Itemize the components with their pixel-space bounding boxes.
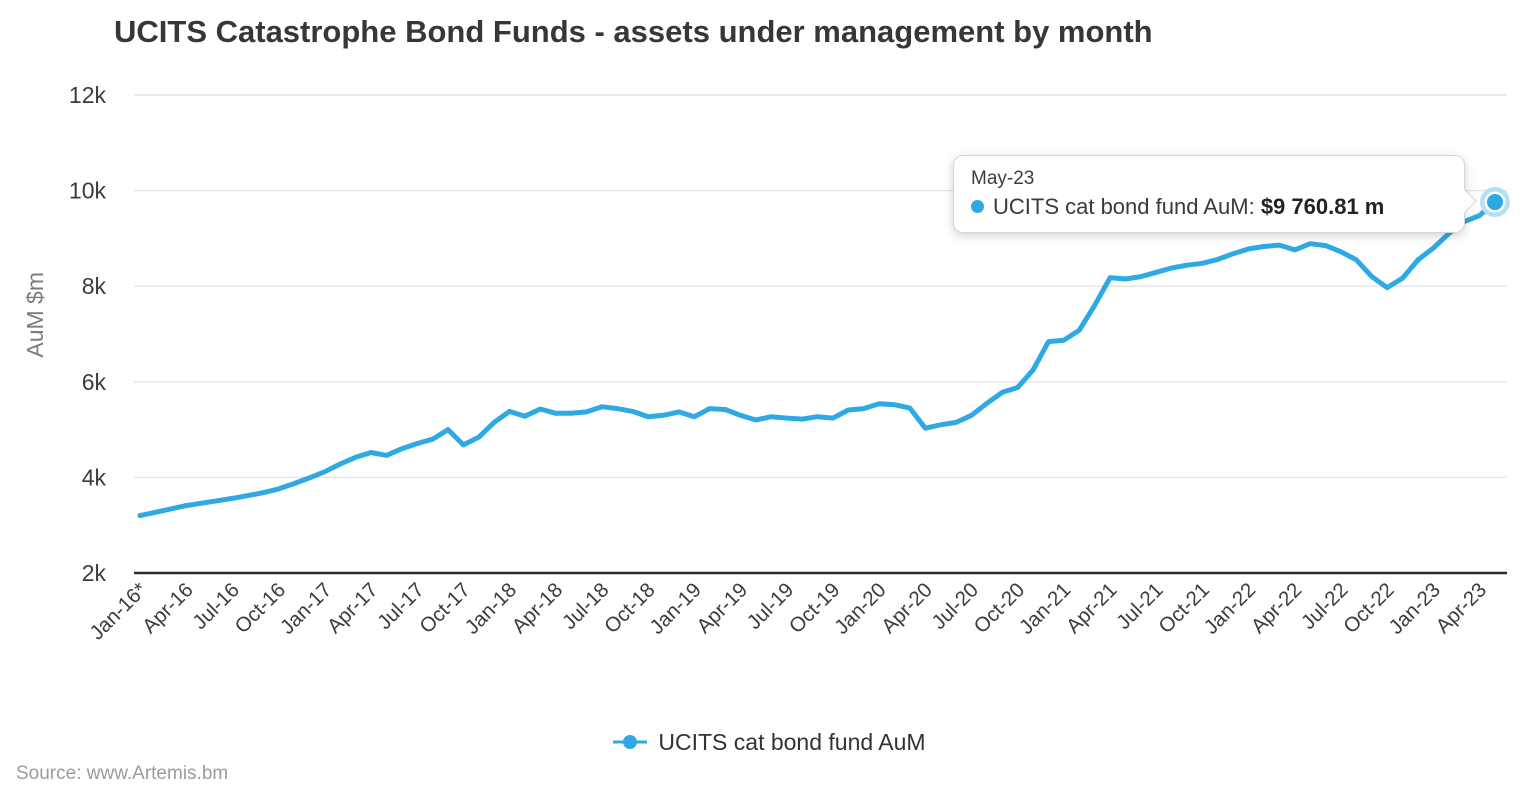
- x-tick-label: Apr-21: [1062, 578, 1122, 638]
- source-credit: Source: www.Artemis.bm: [16, 763, 229, 784]
- y-tick-label: 10k: [69, 178, 107, 204]
- x-tick-label: Apr-20: [877, 578, 937, 638]
- y-tick-label: 12k: [69, 82, 107, 108]
- chart-title: UCITS Catastrophe Bond Funds - assets un…: [114, 14, 1153, 49]
- x-tick-label: Jan-19: [645, 578, 706, 639]
- x-tick-label: Apr-18: [508, 578, 568, 638]
- y-tick-label: 8k: [82, 273, 107, 299]
- legend-item-ucits-aum[interactable]: UCITS cat bond fund AuM: [612, 728, 926, 756]
- x-tick-label: Apr-17: [323, 578, 383, 638]
- tooltip-series-value: UCITS cat bond fund AuM: $9 760.81 m: [993, 194, 1384, 220]
- x-tick-label: Apr-22: [1247, 578, 1307, 638]
- x-tick-label: Apr-23: [1431, 578, 1491, 638]
- y-tick-label: 4k: [82, 464, 107, 490]
- x-tick-label: Jan-22: [1200, 578, 1261, 639]
- tooltip-value: $9 760.81 m: [1260, 193, 1385, 219]
- aum-series-line[interactable]: [137, 199, 1498, 519]
- series-bullet-icon: [971, 200, 984, 214]
- x-tick-label: Jan-16*: [85, 578, 151, 644]
- y-tick-label: 6k: [82, 369, 107, 395]
- legend-label: UCITS cat bond fund AuM: [658, 728, 926, 755]
- x-tick-label: Jan-23: [1384, 578, 1445, 639]
- tooltip-date: May-23: [971, 168, 1035, 189]
- legend-line-marker-icon: [613, 735, 648, 749]
- x-tick-label: Jan-21: [1015, 578, 1076, 639]
- x-tick-label: Jan-17: [276, 578, 337, 639]
- x-tick-label: Apr-19: [692, 578, 752, 638]
- x-tick-label: Apr-16: [138, 578, 198, 638]
- x-tick-label: Jan-20: [830, 578, 891, 639]
- tooltip-series-row: UCITS cat bond fund AuM: $9 760.81 m: [971, 194, 1446, 220]
- x-tick-label: Jan-18: [460, 578, 521, 639]
- y-axis-title: AuM $m: [22, 272, 48, 358]
- legend: UCITS cat bond fund AuM: [0, 722, 1538, 762]
- hover-point-marker[interactable]: [1487, 194, 1503, 211]
- tooltip: May-23 UCITS cat bond fund AuM: $9 760.8…: [953, 155, 1477, 233]
- y-tick-label: 2k: [82, 560, 107, 586]
- tooltip-series-label: UCITS cat bond fund AuM:: [993, 193, 1261, 219]
